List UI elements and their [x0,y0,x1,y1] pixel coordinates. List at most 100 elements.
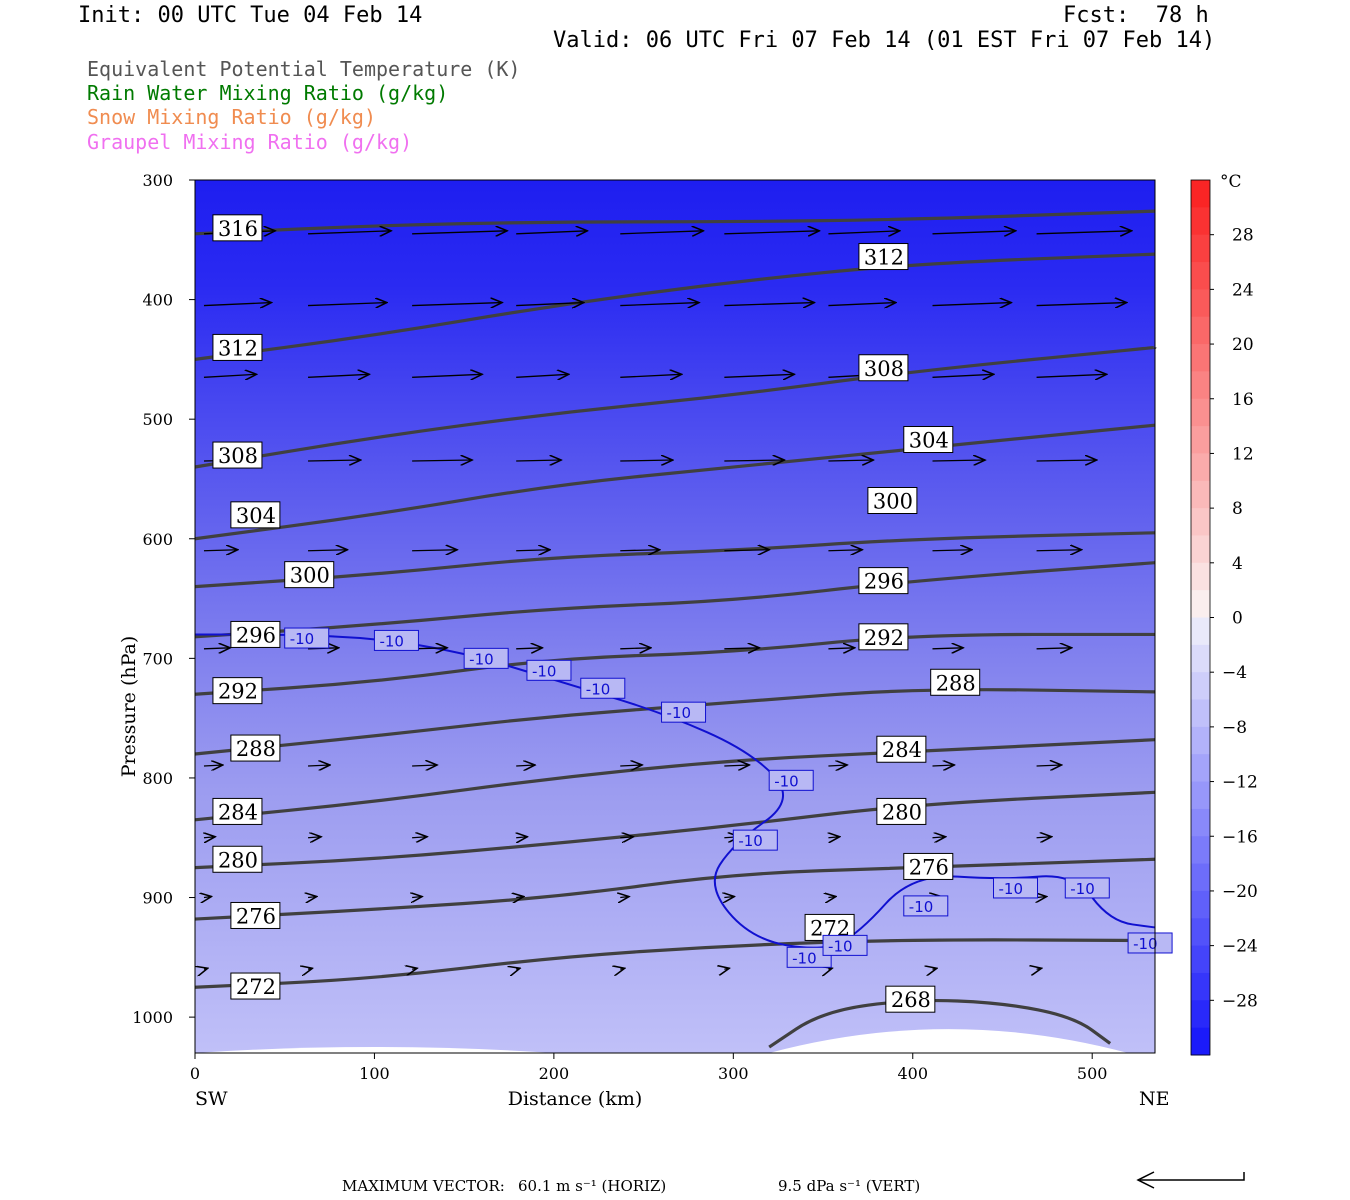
colorbar-band [1191,699,1210,728]
colorbar-tick-label: 12 [1232,444,1254,464]
theta-e-label-284-b-box [212,797,263,825]
wind-vector [412,374,482,377]
colorbar-band [1191,535,1210,564]
wind-vector [932,837,945,838]
wind-vector [516,648,542,649]
isotherm-label: -10 [738,832,763,850]
axes: 300 400 500 600 700 800 900 1000 0 100 200 300 400 50… [118,171,1170,1110]
x-tick-label: 300 [718,1064,749,1083]
isotherm-label: -10 [792,949,817,967]
colorbar-band [1191,344,1210,372]
colorbar-band [1191,562,1210,591]
wind-vector [204,837,215,838]
colorbar-tick-label: 28 [1232,226,1254,246]
wind-vector [516,765,535,766]
colorbar-band [1191,754,1210,783]
wind-vector [516,968,520,969]
theta-e-label-296-b-box [230,620,281,648]
wind-vector [308,303,387,306]
reference-vector-icon [1136,1171,1245,1189]
x-tick-label: 500 [1077,1064,1108,1083]
x-axis-label: Distance (km) [508,1088,643,1110]
theta-e-label-276-box [903,852,954,880]
isotherm-label: -10 [469,650,494,668]
theta-e-label-292-b-box [212,677,263,705]
wind-vector [620,374,681,377]
wind-vector [828,231,899,234]
colorbar-band [1191,672,1210,701]
theta-e-label-272-b: 272 [236,975,276,999]
isotherm-label-box [580,677,626,699]
wind-vector [412,765,437,766]
theta-e-label-316-box [212,214,263,242]
wind-vector [204,897,212,898]
wind-vector [412,897,422,898]
isotherm-label-box [732,829,778,851]
wind-vector [724,303,814,306]
colorbar-band [1191,1000,1210,1029]
isotherm-label: -10 [1133,935,1158,953]
wind-vector [1037,897,1047,898]
isotherm-label: -10 [909,898,934,916]
wind-vector [620,837,633,838]
y-tick-label: 600 [142,530,173,549]
wind-vector [1036,460,1097,461]
isotherm-label: -10 [586,680,611,698]
isotherm-label: -10 [667,704,692,722]
colorbar-band [1191,890,1210,919]
wind-vector [516,303,584,306]
theta-e-label-284-b: 284 [218,800,258,824]
plot-border [194,179,1156,1054]
theta-e-label-276-b-box [230,901,281,929]
colorbar-band [1191,808,1210,837]
max-vector-horiz: 60.1 m s⁻¹ (HORIZ) [518,1177,667,1195]
colorbar-band [1191,1027,1210,1056]
wind-vector [828,550,862,551]
y-tick-label: 900 [142,889,173,908]
wind-vector [203,374,256,377]
theta-e-label-268-box [885,985,936,1013]
colorbar-band [1191,262,1210,290]
wind-vector [724,231,819,234]
y-axis-label: Pressure (hPa) [118,636,140,778]
theta-e-label-300-b: 300 [290,564,330,588]
theta-e-line-292 [194,632,1155,696]
wind-vector [620,303,699,306]
isotherm-label-box [1064,877,1110,899]
colorbar-band [1191,180,1210,208]
isotherm-label-box [661,701,707,723]
wind-vector [203,550,238,551]
legend-graupel: Graupel Mixing Ratio (g/kg) [87,130,413,154]
legend-snow: Snow Mixing Ratio (g/kg) [87,105,376,129]
wind-vector [412,837,427,838]
theta-e-label-308-b: 308 [218,444,258,468]
init-time: Init: 00 UTC Tue 04 Feb 14 [78,3,423,28]
wind-vector [828,765,847,766]
temperature-shading [195,180,1155,1053]
max-vector-label: MAXIMUM VECTOR: [342,1177,505,1195]
wind-vector [828,460,873,461]
wind-vector [516,550,550,551]
wind-vector [203,303,271,306]
theta-e-label-280-box [876,797,927,825]
colorbar-tick-label: −16 [1222,827,1258,847]
theta-e-label-292-b: 292 [218,680,258,704]
theta-e-line-284 [194,738,1156,822]
wind-vector [620,897,629,898]
colorbar-tick-label: −20 [1222,882,1258,902]
colorbar-band [1191,945,1210,974]
wind-vector [620,648,651,649]
isotherm-label: -10 [828,937,853,955]
theta-e-line-304 [194,423,1156,541]
wind-vector [828,897,836,898]
theta-e-label-312: 312 [864,246,904,270]
y-tick-label: 400 [142,291,173,310]
theta-e-label-304-box [903,426,954,454]
colorbar-tick-label: −4 [1222,663,1247,683]
colorbar-band [1191,644,1210,673]
colorbar-band [1191,371,1210,400]
colorbar-tick-label: 24 [1232,280,1254,300]
theta-e-label-288-box [930,668,981,696]
wind-vector [1036,374,1107,377]
